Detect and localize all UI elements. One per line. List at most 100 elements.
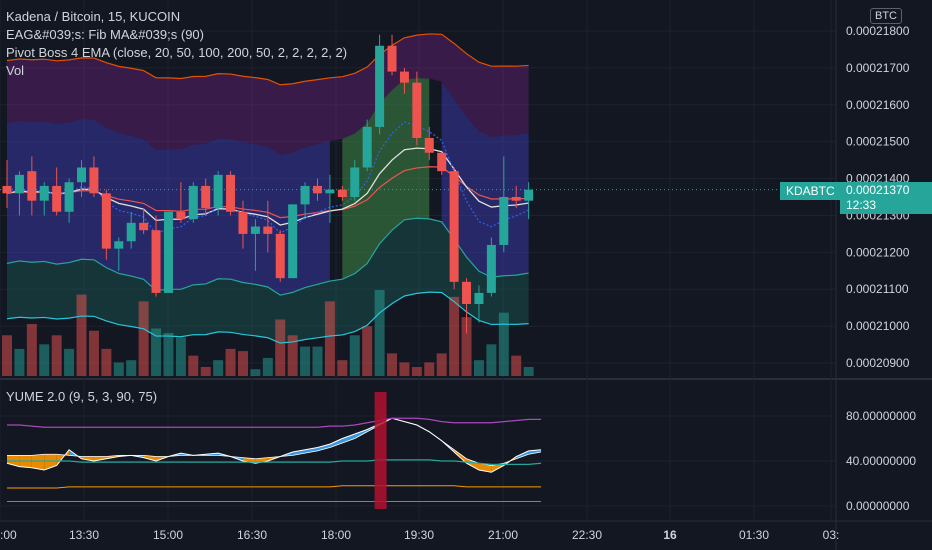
volume-bars <box>2 290 534 376</box>
fib-ma-indicator-label[interactable]: EAG&#039;s: Fib MA&#039;s (90) <box>6 27 204 42</box>
volume-bar <box>213 360 224 376</box>
time-tick-label: :00 <box>0 528 17 542</box>
candle-body <box>288 204 298 279</box>
candle-body <box>313 185 322 194</box>
volume-indicator-label[interactable]: Vol <box>6 63 25 78</box>
last-price-tag: 0.00021370 12:33 <box>840 182 932 214</box>
oscillator-lower-line <box>7 485 542 489</box>
volume-bar <box>436 353 447 376</box>
volume-bar <box>324 301 335 376</box>
bar-countdown: 12:33 <box>846 198 877 212</box>
candle-body <box>387 45 397 72</box>
price-candles[interactable] <box>2 34 534 334</box>
oscillator-fill-segment <box>81 456 94 461</box>
pane-separator <box>0 378 932 380</box>
candle-body <box>337 189 347 197</box>
volume-bar <box>200 366 211 376</box>
oscillator-legend: YUME 2.0 (9, 5, 3, 90, 75) <box>6 388 157 406</box>
oscillator-fill-segment <box>305 447 318 454</box>
candle-body <box>188 185 198 220</box>
candle-body <box>139 222 149 231</box>
candle-body <box>449 171 459 282</box>
oscillator-title[interactable]: YUME 2.0 (9, 5, 3, 90, 75) <box>6 389 158 404</box>
oscillator-tick-label: 0.00000000 <box>846 499 910 513</box>
candle-body <box>263 226 273 234</box>
outer-band-upper <box>7 33 529 155</box>
currency-badge[interactable]: BTC <box>870 8 902 24</box>
volume-bar <box>312 346 323 376</box>
candle-body <box>486 244 496 293</box>
candle-body <box>14 174 24 194</box>
last-price-value: 0.00021370 <box>846 183 910 197</box>
oscillator-fill-segment <box>329 438 343 448</box>
candle-body <box>201 185 211 209</box>
volume-bar <box>101 348 112 376</box>
oscillator-fill-segment <box>466 458 479 470</box>
candle-body <box>39 185 49 201</box>
volume-bar <box>2 335 12 376</box>
volume-bar <box>287 335 298 376</box>
outer-band-lower <box>7 218 529 343</box>
volume-bar <box>26 323 37 376</box>
oscillator-tick-label: 80.00000000 <box>846 409 916 423</box>
price-tick-label: 0.00021800 <box>846 24 910 38</box>
candle-body <box>462 281 472 304</box>
volume-bar <box>250 369 261 376</box>
volume-bar <box>424 362 435 376</box>
volume-bar <box>275 319 286 376</box>
oscillator-fill-segment <box>516 450 529 459</box>
oscillator-upper-line <box>7 417 542 428</box>
pivot-boss-indicator-label[interactable]: Pivot Boss 4 EMA (close, 20, 50, 100, 20… <box>6 45 348 60</box>
volume-bar <box>39 344 50 376</box>
price-tick-label: 0.00021100 <box>846 282 909 296</box>
candle-body <box>226 174 236 212</box>
ema-200-line <box>6 33 529 86</box>
time-tick-label: 19:30 <box>404 528 434 542</box>
candle-body <box>213 174 223 209</box>
candle-body <box>27 171 37 201</box>
volume-bar <box>64 348 75 376</box>
oscillator-signal-bar <box>374 392 387 509</box>
yume-oscillator-pane[interactable] <box>6 392 542 509</box>
oscillator-fill-segment <box>143 455 157 461</box>
volume-bar <box>76 294 87 376</box>
volume-bar <box>113 362 124 376</box>
volume-bar <box>498 312 509 376</box>
candle-body <box>511 197 521 201</box>
oscillator-fill-segment <box>93 456 107 461</box>
candle-body <box>163 211 173 293</box>
oscillator-slow-line <box>7 417 542 466</box>
oscillator-axis[interactable]: 80.00000000 40.00000000 0.00000000 <box>846 409 916 513</box>
oscillator-fill-segment <box>44 454 57 470</box>
price-tick-label: 0.00021700 <box>846 61 910 75</box>
time-tick-label: 03: <box>823 528 840 542</box>
time-tick-label: 21:00 <box>488 528 518 542</box>
ema-lower-line <box>6 217 529 296</box>
candle-body <box>52 185 62 212</box>
time-tick-label: 16:30 <box>237 528 267 542</box>
candle-body <box>424 137 434 153</box>
symbol-title[interactable]: Kadena / Bitcoin, 15, KUCOIN <box>6 9 181 24</box>
candle-body <box>176 211 186 220</box>
volume-bar <box>473 360 484 376</box>
time-tick-label: 15:00 <box>153 528 183 542</box>
volume-bar <box>138 301 149 376</box>
candle-body <box>89 167 99 194</box>
volume-bar <box>14 348 25 376</box>
candle-body <box>412 82 422 138</box>
inner-band-bearish <box>7 119 330 296</box>
volume-bar <box>175 337 186 376</box>
candle-body <box>114 241 124 249</box>
time-tick-label: 18:00 <box>321 528 351 542</box>
candle-body <box>524 189 534 201</box>
candle-body <box>101 193 111 249</box>
volume-bar <box>225 348 236 376</box>
candle-body <box>350 167 360 197</box>
volume-bar <box>523 366 534 376</box>
time-axis[interactable]: :00 13:30 15:00 16:30 18:00 19:30 21:00 22:30 16… <box>0 528 839 542</box>
candle-body <box>362 126 372 168</box>
candle-body <box>499 197 509 245</box>
volume-bar <box>237 351 248 376</box>
time-tick-label: 22:30 <box>572 528 602 542</box>
